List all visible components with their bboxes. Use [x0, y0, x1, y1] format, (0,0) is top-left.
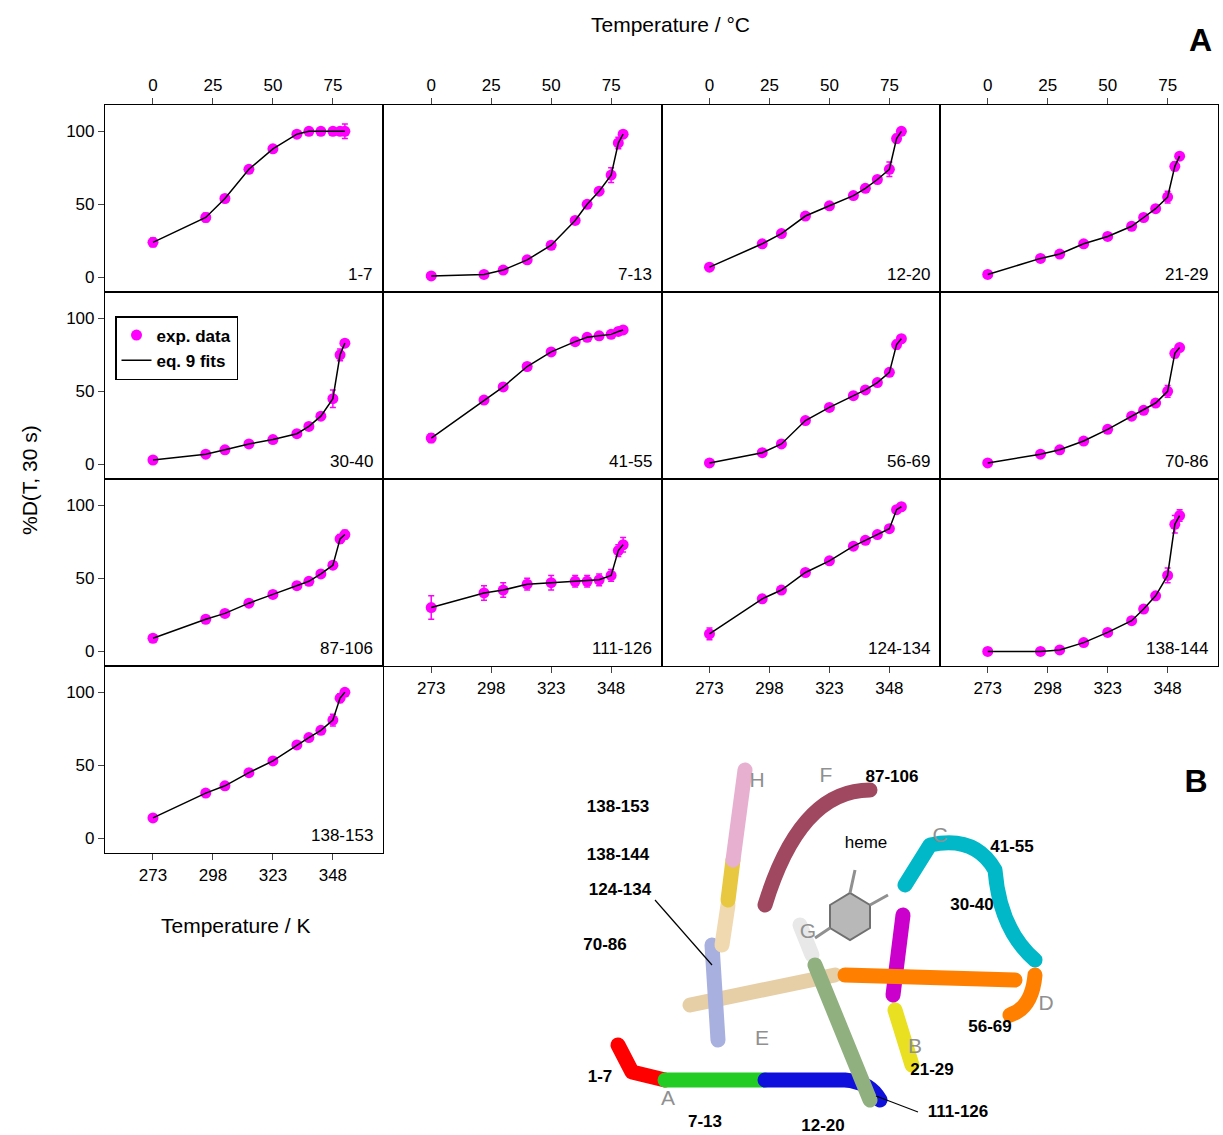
svg-text:25: 25 [1038, 76, 1057, 95]
svg-text:50: 50 [76, 569, 95, 588]
svg-text:0: 0 [85, 642, 94, 661]
svg-text:50: 50 [1098, 76, 1117, 95]
svg-text:21-29: 21-29 [1165, 265, 1208, 284]
svg-text:298: 298 [1034, 679, 1062, 698]
svg-text:323: 323 [537, 679, 565, 698]
svg-text:50: 50 [263, 76, 282, 95]
svg-text:D: D [1038, 991, 1053, 1014]
svg-text:138-144: 138-144 [1146, 639, 1208, 658]
svg-text:50: 50 [820, 76, 839, 95]
svg-text:1-7: 1-7 [348, 265, 373, 284]
svg-text:0: 0 [705, 76, 714, 95]
svg-text:56-69: 56-69 [887, 452, 930, 471]
svg-text:Temperature / K: Temperature / K [161, 914, 310, 937]
svg-text:124-134: 124-134 [868, 639, 930, 658]
svg-text:41-55: 41-55 [990, 837, 1033, 856]
svg-text:7-13: 7-13 [618, 265, 652, 284]
svg-text:70-86: 70-86 [583, 935, 626, 954]
svg-text:298: 298 [755, 679, 783, 698]
svg-text:348: 348 [1153, 679, 1181, 698]
svg-text:25: 25 [482, 76, 501, 95]
svg-text:75: 75 [1158, 76, 1177, 95]
svg-text:%D(T, 30 s): %D(T, 30 s) [18, 425, 41, 535]
svg-text:B: B [908, 1034, 922, 1057]
svg-text:G: G [800, 919, 816, 942]
svg-text:C: C [932, 823, 947, 846]
svg-text:50: 50 [76, 756, 95, 775]
svg-text:348: 348 [319, 866, 347, 885]
svg-text:70-86: 70-86 [1165, 452, 1208, 471]
svg-text:A: A [661, 1086, 675, 1109]
svg-text:100: 100 [66, 122, 94, 141]
svg-text:75: 75 [323, 76, 342, 95]
svg-text:1-7: 1-7 [588, 1067, 613, 1086]
svg-text:H: H [749, 768, 764, 791]
svg-text:heme: heme [845, 833, 888, 852]
svg-text:75: 75 [880, 76, 899, 95]
svg-text:0: 0 [983, 76, 992, 95]
svg-text:138-153: 138-153 [587, 797, 649, 816]
svg-text:348: 348 [875, 679, 903, 698]
svg-text:111-126: 111-126 [592, 639, 652, 658]
svg-text:100: 100 [66, 683, 94, 702]
svg-text:100: 100 [66, 309, 94, 328]
svg-text:50: 50 [542, 76, 561, 95]
svg-text:F: F [820, 763, 833, 786]
svg-text:0: 0 [85, 829, 94, 848]
svg-text:273: 273 [974, 679, 1002, 698]
svg-text:E: E [755, 1026, 769, 1049]
svg-text:30-40: 30-40 [330, 452, 373, 471]
svg-text:0: 0 [85, 268, 94, 287]
svg-text:273: 273 [695, 679, 723, 698]
svg-text:298: 298 [199, 866, 227, 885]
svg-text:273: 273 [139, 866, 167, 885]
svg-text:323: 323 [815, 679, 843, 698]
svg-text:41-55: 41-55 [609, 452, 652, 471]
svg-text:323: 323 [259, 866, 287, 885]
svg-text:50: 50 [76, 382, 95, 401]
svg-text:100: 100 [66, 496, 94, 515]
svg-text:Temperature / °C: Temperature / °C [591, 13, 750, 36]
svg-text:138-153: 138-153 [311, 826, 373, 845]
svg-text:0: 0 [426, 76, 435, 95]
svg-text:21-29: 21-29 [910, 1060, 953, 1079]
svg-text:75: 75 [602, 76, 621, 95]
svg-text:323: 323 [1093, 679, 1121, 698]
svg-text:7-13: 7-13 [688, 1112, 722, 1131]
svg-text:348: 348 [597, 679, 625, 698]
svg-text:298: 298 [477, 679, 505, 698]
svg-text:0: 0 [85, 455, 94, 474]
svg-text:87-106: 87-106 [866, 767, 919, 786]
svg-text:111-126: 111-126 [928, 1102, 989, 1121]
svg-text:0: 0 [148, 76, 157, 95]
svg-text:273: 273 [417, 679, 445, 698]
svg-text:56-69: 56-69 [968, 1017, 1011, 1036]
svg-text:25: 25 [203, 76, 222, 95]
svg-text:25: 25 [760, 76, 779, 95]
svg-text:eq. 9 fits: eq. 9 fits [157, 352, 226, 371]
svg-text:12-20: 12-20 [887, 265, 930, 284]
svg-text:30-40: 30-40 [950, 895, 993, 914]
svg-text:B: B [1184, 763, 1207, 799]
svg-text:A: A [1189, 22, 1212, 58]
svg-text:138-144: 138-144 [587, 845, 650, 864]
svg-text:50: 50 [76, 195, 95, 214]
svg-text:87-106: 87-106 [320, 639, 373, 658]
svg-text:12-20: 12-20 [801, 1116, 844, 1135]
svg-text:124-134: 124-134 [589, 880, 652, 899]
svg-text:exp. data: exp. data [157, 327, 231, 346]
